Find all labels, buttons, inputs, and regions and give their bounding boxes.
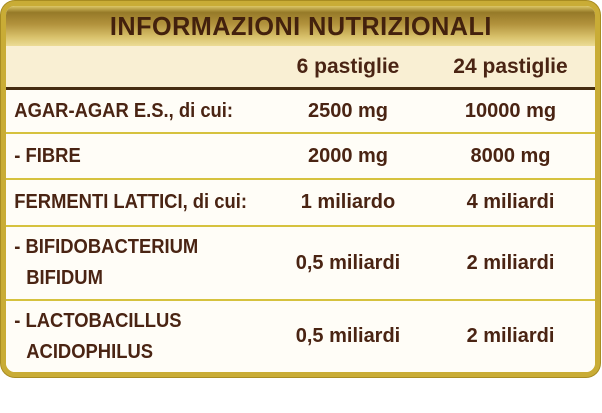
table-row: FERMENTI LATTICI, di cui: 1 miliardo 4 m…: [6, 178, 595, 225]
row-value-24: 8000 mg: [470, 144, 551, 167]
row-label-line2: BIFIDUM: [26, 267, 103, 289]
row-label-line1: - LACTOBACILLUS: [14, 309, 182, 332]
column-header-row: 6 pastiglie 24 pastiglie: [6, 46, 595, 90]
row-value-6: 1 miliardo: [300, 191, 396, 213]
column-header-24-pastiglie: 24 pastiglie: [453, 54, 568, 78]
row-value-6: 2000 mg: [307, 144, 389, 167]
row-label-agar-agar: AGAR-AGAR E.S., di cui:: [14, 99, 234, 122]
row-label-line1: - BIFIDOBACTERIUM: [14, 236, 199, 258]
table-header-band: INFORMAZIONI NUTRIZIONALI: [6, 6, 595, 46]
row-value-6: 0,5 miliardi: [295, 251, 401, 274]
table-row: - BIFIDOBACTERIUM BIFIDUM 0,5 miliardi 2…: [6, 225, 595, 299]
row-value-24: 4 miliardi: [466, 191, 555, 213]
table-row: AGAR-AGAR E.S., di cui: 2500 mg 10000 mg: [6, 90, 595, 132]
row-value-24: 10000 mg: [464, 99, 557, 122]
row-value-24: 2 miliardi: [466, 325, 555, 347]
row-label-lactobacillus-acidophilus: - LACTOBACILLUS ACIDOPHILUS: [6, 306, 249, 368]
row-value-6: 2500 mg: [307, 99, 389, 122]
row-label-fibre: - FIBRE: [14, 144, 81, 167]
table-title: INFORMAZIONI NUTRIZIONALI: [109, 10, 492, 41]
row-label-fermenti-lattici: FERMENTI LATTICI, di cui:: [14, 191, 247, 213]
nutrition-table-panel: INFORMAZIONI NUTRIZIONALI 6 pastiglie 24…: [1, 1, 600, 377]
column-header-6-pastiglie: 6 pastiglie: [296, 54, 400, 78]
row-label-line2: ACIDOPHILUS: [26, 340, 154, 363]
row-value-6: 0,5 miliardi: [295, 325, 401, 347]
row-label-bifidobacterium-bifidum: - BIFIDOBACTERIUM BIFIDUM: [6, 232, 249, 294]
row-value-24: 2 miliardi: [466, 251, 555, 274]
table-row: - FIBRE 2000 mg 8000 mg: [6, 132, 595, 178]
table-row: - LACTOBACILLUS ACIDOPHILUS 0,5 miliardi…: [6, 299, 595, 372]
